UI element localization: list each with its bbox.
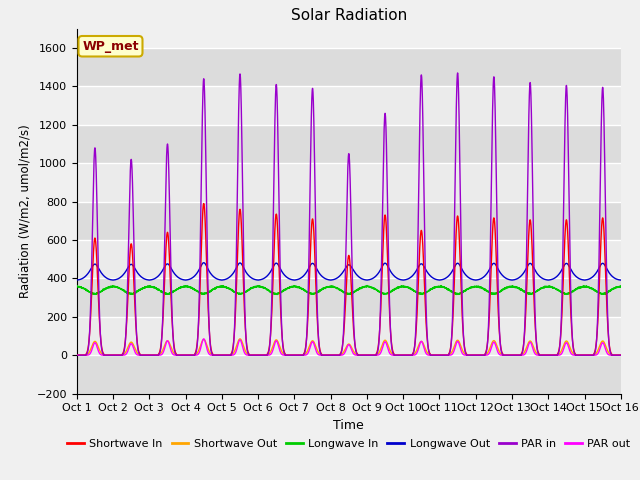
Bar	[77, 240, 621, 278]
X-axis label: Time: Time	[333, 419, 364, 432]
Bar	[77, 125, 621, 163]
Bar	[77, 48, 621, 86]
Bar	[77, 278, 621, 317]
Title: Solar Radiation: Solar Radiation	[291, 9, 407, 24]
Bar	[77, 163, 621, 202]
Y-axis label: Radiation (W/m2, umol/m2/s): Radiation (W/m2, umol/m2/s)	[18, 124, 31, 298]
Legend: Shortwave In, Shortwave Out, Longwave In, Longwave Out, PAR in, PAR out: Shortwave In, Shortwave Out, Longwave In…	[63, 435, 635, 454]
Bar	[77, 202, 621, 240]
Text: WP_met: WP_met	[82, 40, 139, 53]
Bar	[77, 355, 621, 394]
Bar	[77, 86, 621, 125]
Bar	[77, 317, 621, 355]
